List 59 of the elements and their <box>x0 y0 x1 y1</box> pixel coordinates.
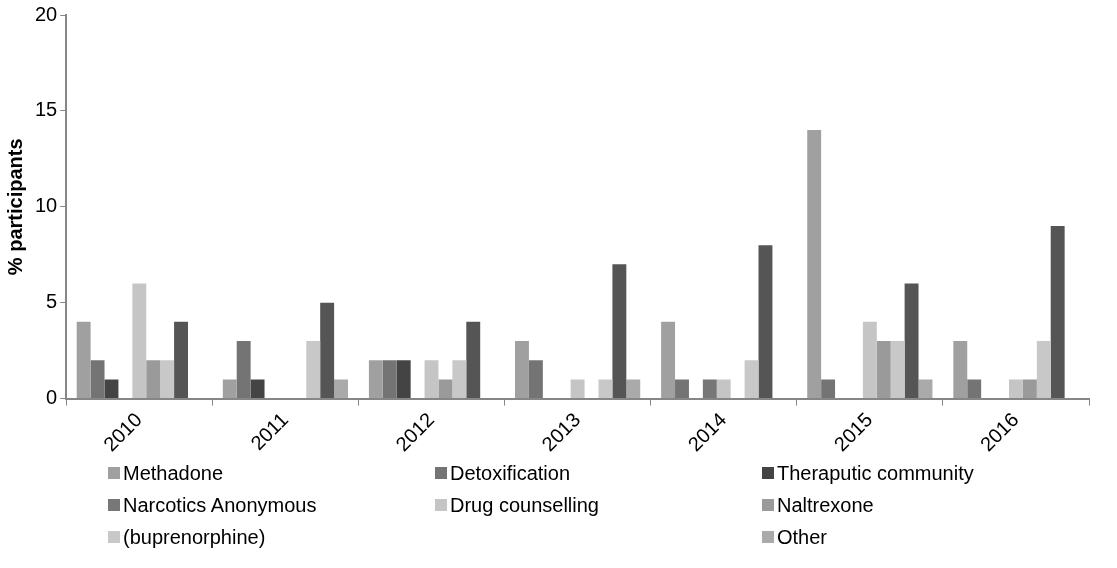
bar <box>515 341 529 399</box>
bar <box>306 341 321 399</box>
bar <box>438 379 453 399</box>
bar <box>876 341 891 399</box>
legend-label: Other <box>777 525 828 549</box>
bar <box>675 379 689 399</box>
y-axis-title: % participants <box>3 138 26 276</box>
bar <box>528 360 543 399</box>
bar <box>146 360 161 399</box>
y-tick-label: 10 <box>35 194 58 217</box>
bar <box>821 379 836 399</box>
bar <box>368 360 383 399</box>
y-tick-label: 20 <box>35 2 58 25</box>
bar <box>424 360 439 399</box>
bar <box>953 341 968 399</box>
bar <box>236 341 251 399</box>
bar <box>716 379 731 399</box>
bar <box>758 245 773 399</box>
bar <box>320 302 335 399</box>
legend-label: Narcotics Anonymous <box>123 493 317 517</box>
bar <box>1008 379 1023 399</box>
bar <box>626 379 641 399</box>
bar <box>104 379 119 399</box>
bar <box>174 321 188 399</box>
y-tick-label: 15 <box>35 98 58 121</box>
bar <box>132 283 147 399</box>
bar <box>1036 341 1051 399</box>
legend-label: Naltrexone <box>777 493 874 517</box>
bar <box>90 360 105 399</box>
bar <box>890 341 905 399</box>
bar <box>382 360 397 399</box>
bar <box>222 379 237 399</box>
bar <box>661 321 676 399</box>
bar <box>744 360 759 399</box>
y-tick-label: 5 <box>46 290 58 313</box>
bar <box>904 283 919 399</box>
bar <box>598 379 613 399</box>
bar <box>452 360 467 399</box>
bar <box>160 360 175 399</box>
bar <box>1022 379 1037 399</box>
bar <box>570 379 585 399</box>
bar <box>807 130 822 399</box>
legend-label: Drug counselling <box>450 493 599 517</box>
y-tick-label: 0 <box>46 386 58 409</box>
bar <box>76 321 91 399</box>
bar <box>702 379 717 399</box>
legend-label: Theraputic community <box>777 461 974 485</box>
bar <box>967 379 982 399</box>
bar <box>862 321 877 399</box>
bar <box>918 379 933 399</box>
bar <box>250 379 265 399</box>
legend-label: (buprenorphine) <box>123 525 266 549</box>
bar <box>396 360 411 399</box>
bar <box>334 379 349 399</box>
bar <box>612 264 627 399</box>
bar <box>466 321 481 399</box>
bar <box>1050 225 1065 399</box>
legend-label: Methadone <box>123 461 224 485</box>
legend-label: Detoxification <box>450 461 571 485</box>
